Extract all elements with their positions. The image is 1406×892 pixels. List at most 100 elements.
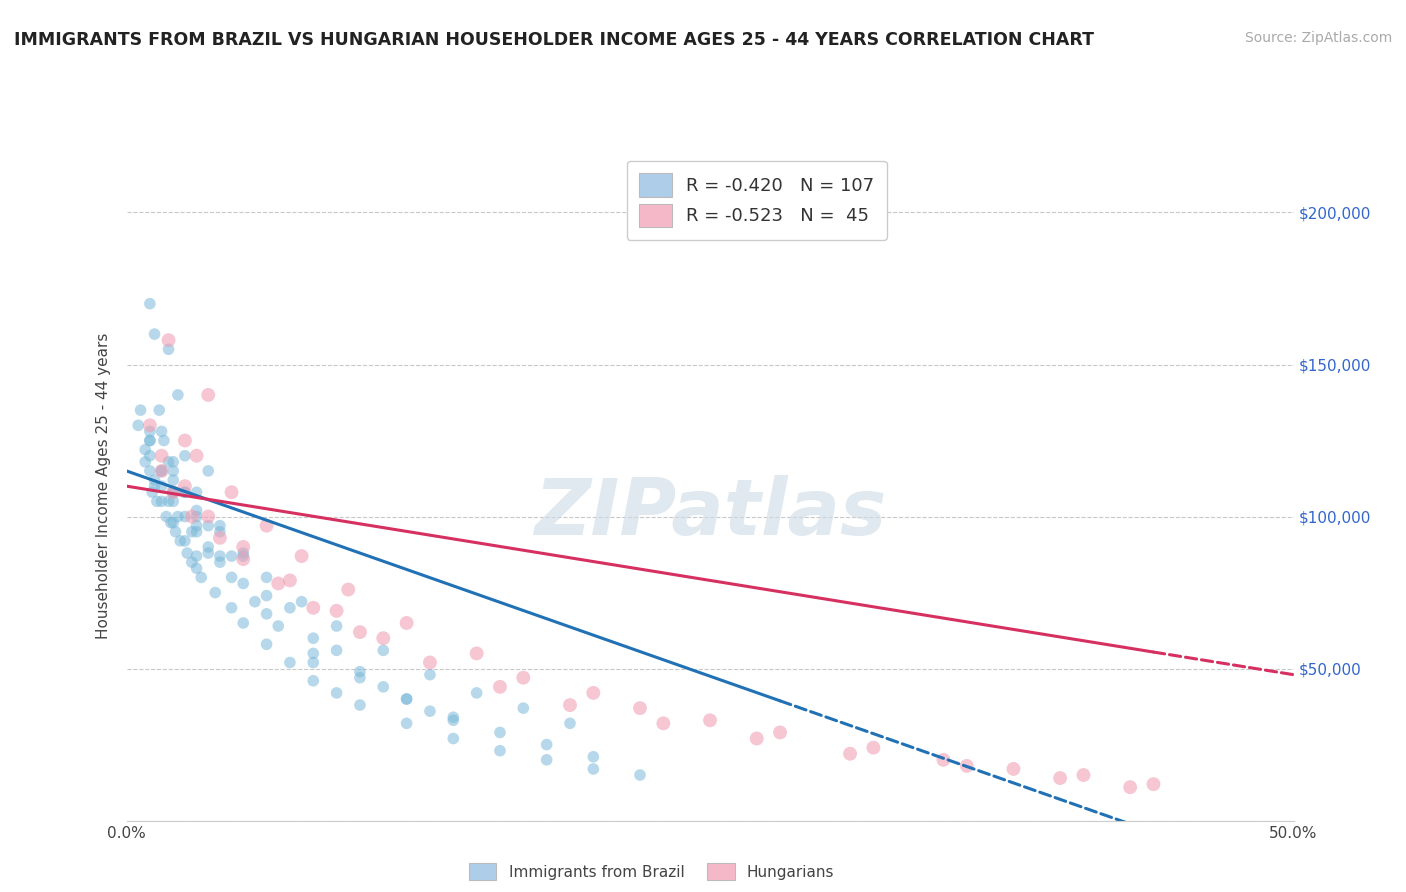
Point [256,637,278,651]
Point [162,516,184,530]
Point [232,546,254,560]
Point [150,494,173,508]
Point [232,549,254,563]
Point [208,531,231,545]
Point [302,631,325,645]
Point [1119,780,1142,794]
Text: ZIPatlas: ZIPatlas [534,475,886,551]
Point [699,714,721,728]
Point [582,686,605,700]
Point [465,646,488,660]
Point [208,555,231,569]
Point [139,418,162,433]
Point [162,473,184,487]
Point [204,585,226,599]
Point [197,518,219,533]
Point [150,464,173,478]
Point [160,516,183,530]
Point [180,509,202,524]
Point [169,533,191,548]
Point [197,509,219,524]
Point [180,555,202,569]
Point [162,464,184,478]
Point [186,561,208,575]
Text: IMMIGRANTS FROM BRAZIL VS HUNGARIAN HOUSEHOLDER INCOME AGES 25 - 44 YEARS CORREL: IMMIGRANTS FROM BRAZIL VS HUNGARIAN HOUS… [14,31,1094,49]
Point [232,576,254,591]
Point [373,643,395,657]
Point [157,455,180,469]
Point [221,485,243,500]
Point [1002,762,1025,776]
Point [349,665,371,679]
Point [143,327,166,342]
Point [558,716,581,731]
Point [208,518,231,533]
Point [489,725,512,739]
Point [349,625,371,640]
Point [839,747,862,761]
Point [197,540,219,554]
Point [139,425,162,439]
Point [162,485,184,500]
Point [186,524,208,539]
Point [208,524,231,539]
Point [134,442,156,457]
Point [139,296,162,310]
Point [174,485,197,500]
Point [157,494,180,508]
Point [395,615,418,630]
Point [441,731,464,746]
Point [174,509,197,524]
Point [141,485,163,500]
Point [256,589,278,603]
Point [148,403,170,417]
Point [134,455,156,469]
Point [536,753,558,767]
Point [302,600,325,615]
Point [153,434,176,448]
Point [512,701,534,715]
Point [349,698,371,712]
Point [162,494,184,508]
Point [395,692,418,706]
Point [155,509,177,524]
Point [129,403,152,417]
Point [186,509,208,524]
Point [395,692,418,706]
Point [558,698,581,712]
Point [232,552,254,566]
Point [186,449,208,463]
Point [221,549,243,563]
Point [208,549,231,563]
Point [157,333,180,347]
Point [190,570,212,584]
Point [395,716,418,731]
Point [373,631,395,645]
Point [956,759,979,773]
Point [441,714,464,728]
Point [150,464,173,478]
Point [278,574,301,588]
Point [1049,771,1071,785]
Point [143,473,166,487]
Point [582,749,605,764]
Point [127,418,149,433]
Point [197,388,219,402]
Point [349,671,371,685]
Point [150,464,173,478]
Point [582,762,605,776]
Text: Source: ZipAtlas.com: Source: ZipAtlas.com [1244,31,1392,45]
Point [419,656,441,670]
Point [373,680,395,694]
Point [536,738,558,752]
Point [174,485,197,500]
Point [302,656,325,670]
Point [419,704,441,718]
Point [256,570,278,584]
Point [174,449,197,463]
Point [167,388,190,402]
Point [278,600,301,615]
Point [243,595,266,609]
Legend: Immigrants from Brazil, Hungarians: Immigrants from Brazil, Hungarians [463,856,841,887]
Point [139,464,162,478]
